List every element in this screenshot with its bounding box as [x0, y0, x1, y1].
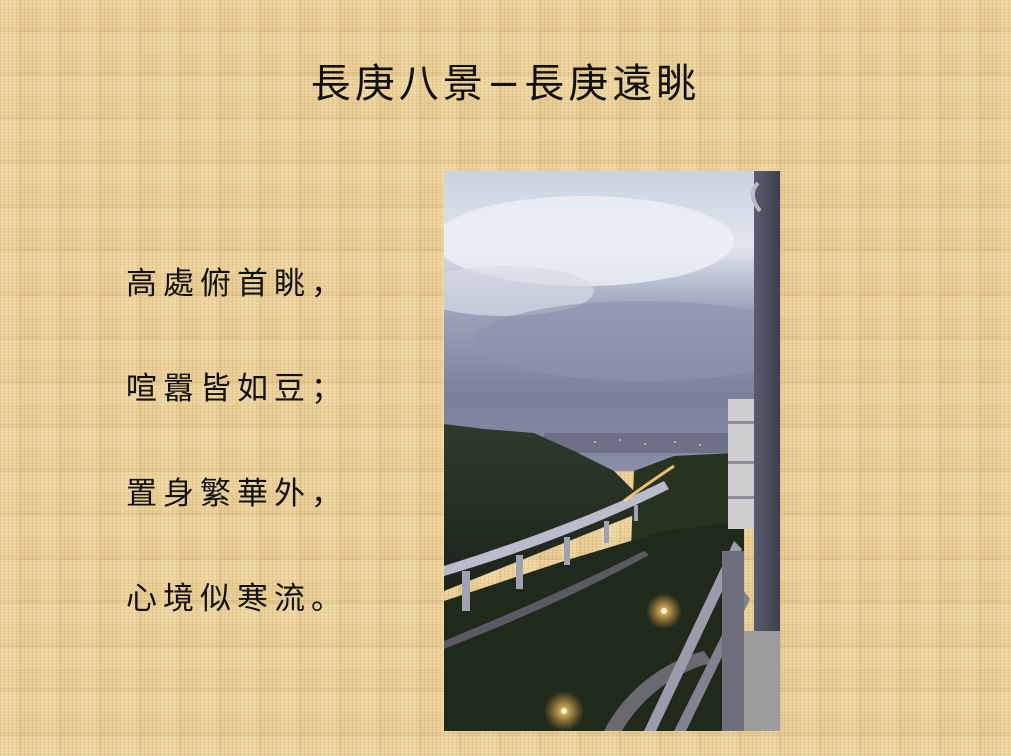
- poem-line-2: 喧囂皆如豆；: [126, 371, 348, 407]
- landscape-photo: [444, 171, 780, 731]
- poem-line-3: 置身繁華外，: [126, 476, 348, 512]
- poem: 高處俯首眺， 喧囂皆如豆； 置身繁華外， 心境似寒流。: [126, 252, 426, 672]
- poem-line-4: 心境似寒流。: [126, 581, 348, 617]
- dusk-valley-view-icon: [444, 171, 780, 731]
- page-title: 長庚八景−長庚遠眺: [310, 61, 701, 107]
- poem-line-1: 高處俯首眺，: [126, 266, 348, 302]
